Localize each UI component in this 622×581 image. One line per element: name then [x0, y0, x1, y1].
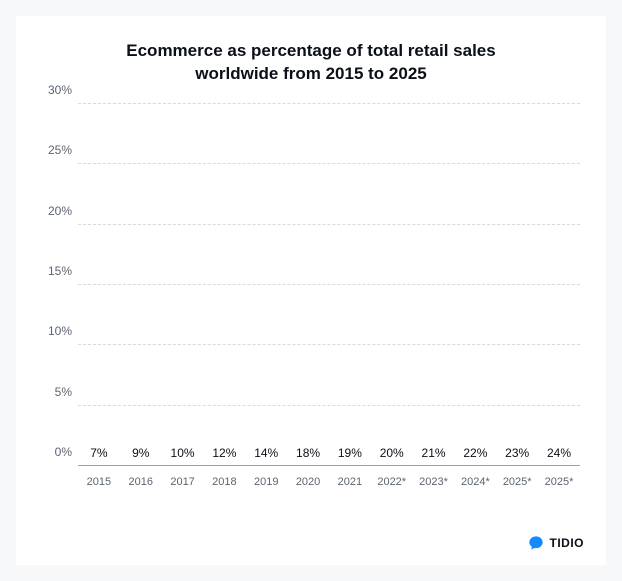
plot-area: 7% 9% 10% 12% 14% 18% 19% 20% 21% 22% 23% 24% 0% 5% 1… [78, 104, 580, 466]
bar-value-label: 18% [296, 446, 320, 460]
grid-line: 5% [78, 405, 580, 406]
y-tick-label: 0% [38, 445, 72, 459]
y-tick-label: 15% [38, 264, 72, 278]
x-tick-label: 2020 [290, 470, 326, 494]
y-tick-label: 20% [38, 204, 72, 218]
chart-area: 7% 9% 10% 12% 14% 18% 19% 20% 21% 22% 23% 24% 0% 5% 1… [36, 104, 586, 494]
x-tick-label: 2023* [416, 470, 452, 494]
bar-value-label: 23% [505, 446, 529, 460]
bar-value-label: 21% [422, 446, 446, 460]
x-tick-label: 2018 [206, 470, 242, 494]
bar-value-label: 20% [380, 446, 404, 460]
x-tick-label: 2022* [374, 470, 410, 494]
y-tick-label: 30% [38, 83, 72, 97]
x-tick-label: 2017 [165, 470, 201, 494]
y-tick-label: 5% [38, 385, 72, 399]
bars-container: 7% 9% 10% 12% 14% 18% 19% 20% 21% 22% 23% 24% [78, 104, 580, 466]
y-tick-label: 25% [38, 143, 72, 157]
x-tick-label: 2021 [332, 470, 368, 494]
bar-value-label: 14% [254, 446, 278, 460]
grid-line: 20% [78, 224, 580, 225]
bar-value-label: 7% [90, 446, 107, 460]
chat-bubble-icon [528, 535, 544, 551]
chart-title: Ecommerce as percentage of total retail … [36, 40, 586, 86]
y-tick-label: 10% [38, 324, 72, 338]
bar-value-label: 22% [463, 446, 487, 460]
x-axis-labels: 20152016201720182019202020212022*2023*20… [78, 470, 580, 494]
x-tick-label: 2016 [123, 470, 159, 494]
bar-value-label: 19% [338, 446, 362, 460]
brand-logo: TIDIO [528, 535, 585, 551]
x-tick-label: 2025* [541, 470, 577, 494]
x-tick-label: 2015 [81, 470, 117, 494]
x-tick-label: 2024* [457, 470, 493, 494]
title-line-1: Ecommerce as percentage of total retail … [126, 41, 495, 60]
grid-line: 0% [78, 465, 580, 466]
x-tick-label: 2019 [248, 470, 284, 494]
bar-value-label: 12% [212, 446, 236, 460]
bar-value-label: 24% [547, 446, 571, 460]
x-tick-label: 2025* [499, 470, 535, 494]
brand-name: TIDIO [550, 536, 585, 550]
chart-card: Ecommerce as percentage of total retail … [16, 16, 606, 565]
bar-value-label: 9% [132, 446, 149, 460]
grid-line: 15% [78, 284, 580, 285]
grid-line: 25% [78, 163, 580, 164]
grid-line: 30% [78, 103, 580, 104]
grid-line: 10% [78, 344, 580, 345]
bar-value-label: 10% [171, 446, 195, 460]
title-line-2: worldwide from 2015 to 2025 [195, 64, 426, 83]
